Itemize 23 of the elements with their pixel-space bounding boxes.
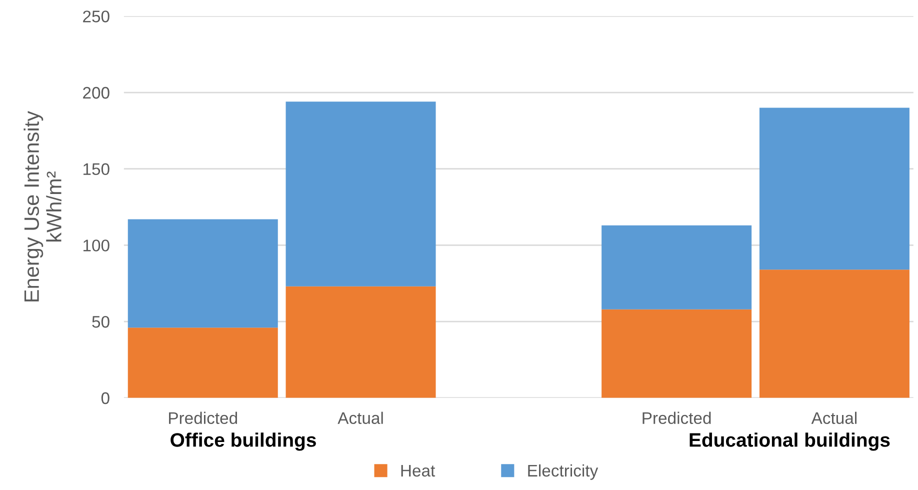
x-tick-label: Actual (338, 412, 383, 424)
y-tick-label: 250 (83, 10, 110, 22)
text: Educational buildings (690, 432, 890, 451)
legend-label: Heat (401, 464, 436, 477)
text: Office buildings (170, 432, 316, 451)
bar (759, 108, 910, 270)
bar (602, 225, 752, 310)
bar (128, 219, 278, 328)
x-tick-label: Predicted (169, 412, 238, 424)
legend-label: Electricity (528, 464, 598, 480)
bar (286, 102, 436, 286)
bar (286, 286, 436, 398)
bar (602, 309, 752, 398)
bar (759, 270, 910, 398)
y-tick-label: 100 (84, 240, 110, 252)
y-tick-label: 200 (83, 86, 110, 99)
y-tick-label: 50 (92, 316, 110, 328)
y-tick-label: 150 (84, 163, 110, 176)
x-tick-label: Actual (811, 412, 857, 424)
x-tick-label: Predicted (642, 412, 711, 424)
y-axis-title: Energy Use Intensity kWh/m² (24, 110, 62, 302)
bar (128, 328, 278, 398)
y-tick-label: 0 (101, 392, 110, 404)
